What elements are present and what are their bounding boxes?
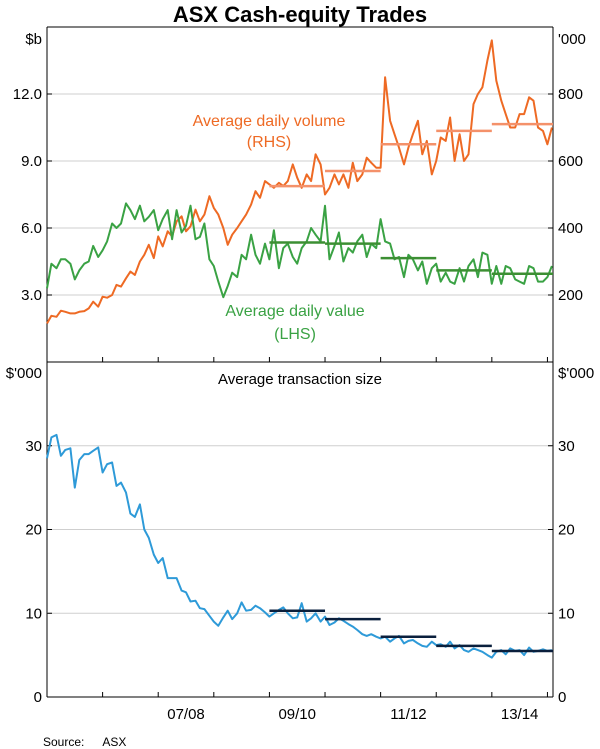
x-tick-label: 11/12 [390, 706, 426, 723]
series-lines [46, 39, 553, 659]
top-right-axis-unit: '000 [558, 31, 586, 48]
x-tick-label: 09/10 [278, 706, 316, 723]
left-tick-label: 20 [25, 522, 42, 539]
gridlines [47, 93, 553, 614]
right-tick-label: 800 [558, 86, 583, 103]
axis-ticks: 3.0 6.0 9.0 12.0 200 400 600 800 0 10 20 30 0 10 20 30 0… [13, 86, 583, 723]
right-tick-label: 30 [558, 438, 575, 455]
right-tick-label: 20 [558, 522, 575, 539]
bottom-panel-title: Average transaction size [218, 371, 382, 388]
source-value: ASX [102, 735, 127, 749]
right-tick-label: 10 [558, 605, 575, 622]
series-line [46, 202, 553, 299]
left-tick-label: 3.0 [21, 287, 42, 304]
source-note: Source: ASX [43, 735, 126, 749]
source-label: Source: [43, 735, 85, 749]
left-tick-label: 6.0 [21, 220, 42, 237]
right-tick-label: 600 [558, 153, 583, 170]
chart-title: ASX Cash-equity Trades [172, 2, 428, 27]
x-tick-label: 13/14 [501, 706, 539, 723]
volume-axis-annotation: (RHS) [247, 134, 291, 151]
period-average-lines [269, 122, 553, 653]
volume-annotation: Average daily volume [193, 113, 346, 130]
left-tick-label: 0 [34, 689, 42, 706]
left-tick-label: 12.0 [13, 86, 42, 103]
value-axis-annotation: (LHS) [274, 326, 316, 343]
right-tick-label: 200 [558, 287, 583, 304]
right-tick-label: 0 [558, 689, 566, 706]
bottom-right-axis-unit: $'000 [558, 365, 594, 382]
left-tick-label: 30 [25, 438, 42, 455]
bottom-left-axis-unit: $'000 [6, 365, 42, 382]
x-tick-label: 07/08 [167, 706, 205, 723]
right-tick-label: 400 [558, 220, 583, 237]
left-tick-label: 10 [25, 605, 42, 622]
left-tick-label: 9.0 [21, 153, 42, 170]
top-left-axis-unit: $b [25, 31, 42, 48]
series-line [46, 39, 553, 324]
value-annotation: Average daily value [225, 303, 364, 320]
series-line [46, 433, 553, 659]
